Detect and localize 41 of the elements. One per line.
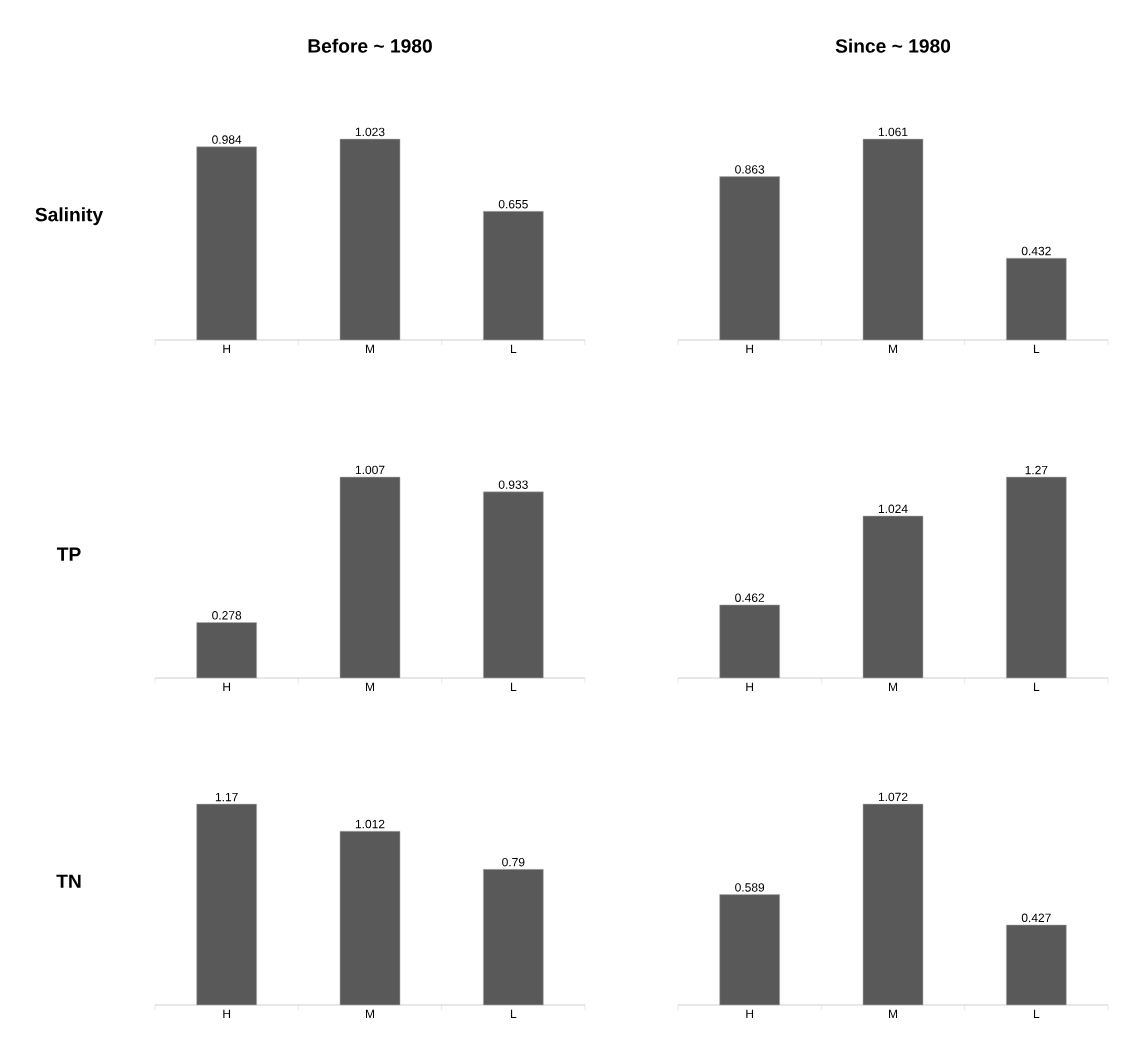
data-label: 0.589 bbox=[735, 883, 765, 892]
data-label: 1.17 bbox=[215, 792, 238, 802]
chart-title: Since ~ 1980 bbox=[835, 38, 951, 53]
data-label: 0.933 bbox=[498, 480, 528, 489]
x-tick-label: M bbox=[888, 344, 898, 353]
x-tick-label: H bbox=[746, 344, 754, 353]
data-label: 0.655 bbox=[498, 199, 528, 209]
x-tick-label: M bbox=[365, 344, 375, 353]
data-label: 1.007 bbox=[355, 465, 385, 475]
data-label: 0.432 bbox=[1021, 246, 1051, 256]
x-tick-label: L bbox=[510, 682, 517, 691]
data-label: 1.27 bbox=[1025, 465, 1048, 475]
data-label: 0.863 bbox=[735, 165, 765, 174]
chart-title: Before ~ 1980 bbox=[308, 38, 432, 53]
data-label: 0.462 bbox=[735, 593, 765, 602]
x-tick-label: H bbox=[746, 682, 754, 691]
data-label: 1.023 bbox=[355, 127, 385, 137]
x-tick-label: L bbox=[510, 344, 517, 353]
y-axis-title: TP bbox=[56, 547, 81, 561]
data-label: 0.79 bbox=[502, 857, 525, 867]
data-label: 1.024 bbox=[878, 504, 908, 514]
x-tick-label: L bbox=[1033, 344, 1040, 353]
x-tick-label: H bbox=[746, 1009, 754, 1018]
x-tick-label: L bbox=[1033, 682, 1040, 691]
y-axis-title: Salinity bbox=[35, 207, 104, 226]
x-tick-label: M bbox=[365, 1009, 375, 1018]
data-label: 0.278 bbox=[212, 611, 242, 620]
x-tick-label: H bbox=[223, 344, 231, 353]
x-tick-label: H bbox=[223, 682, 231, 691]
data-label: 0.427 bbox=[1021, 913, 1051, 923]
data-label: 0.984 bbox=[212, 135, 242, 144]
y-axis-title: TN bbox=[56, 874, 81, 888]
x-tick-label: M bbox=[888, 1009, 898, 1018]
x-tick-label: M bbox=[888, 682, 898, 691]
x-tick-label: M bbox=[365, 682, 375, 691]
x-tick-label: H bbox=[223, 1009, 231, 1018]
x-tick-label: L bbox=[1033, 1009, 1040, 1018]
data-label: 1.012 bbox=[355, 819, 385, 829]
x-tick-label: L bbox=[510, 1009, 517, 1018]
data-label: 1.061 bbox=[878, 127, 908, 137]
data-label: 1.072 bbox=[878, 792, 908, 802]
